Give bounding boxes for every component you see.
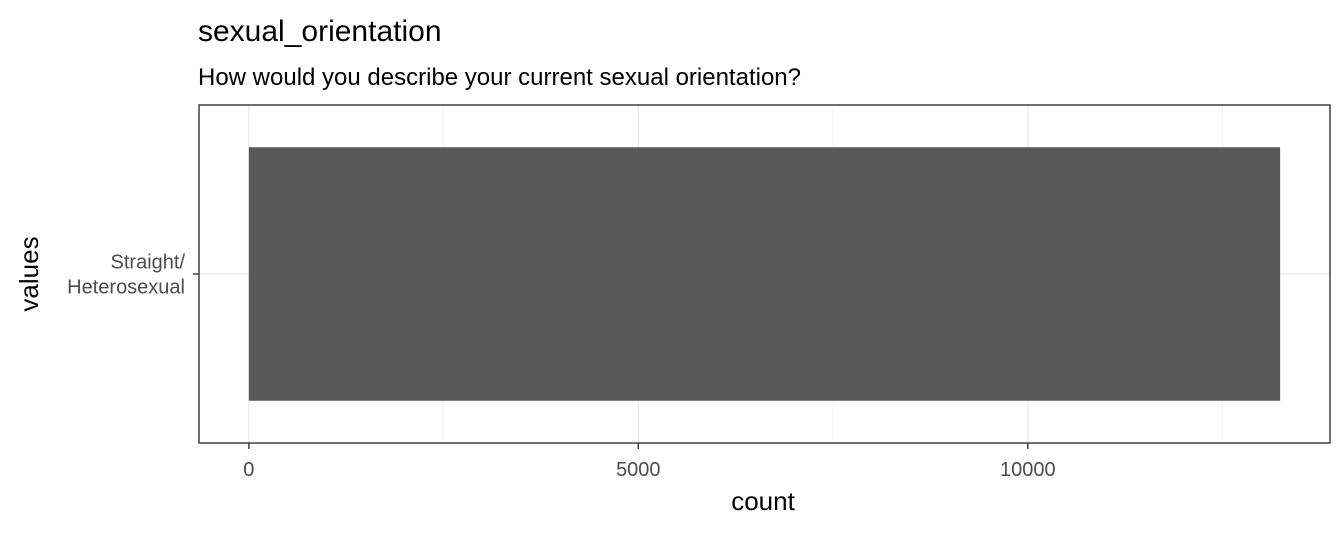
x-tick-label: 5000 bbox=[616, 459, 661, 481]
x-tick-label: 0 bbox=[243, 459, 254, 481]
chart-subtitle: How would you describe your current sexu… bbox=[198, 64, 801, 91]
chart-title: sexual_orientation bbox=[198, 15, 442, 48]
x-axis-label: count bbox=[731, 486, 795, 516]
y-axis-label: values bbox=[14, 236, 44, 311]
x-tick-label: 10000 bbox=[1000, 459, 1056, 481]
plot-panel: 0 5000 10000 Straight/Heterosexual bbox=[67, 104, 1331, 481]
y-tick-label: Straight/Heterosexual bbox=[67, 252, 185, 299]
bar bbox=[248, 147, 1281, 401]
